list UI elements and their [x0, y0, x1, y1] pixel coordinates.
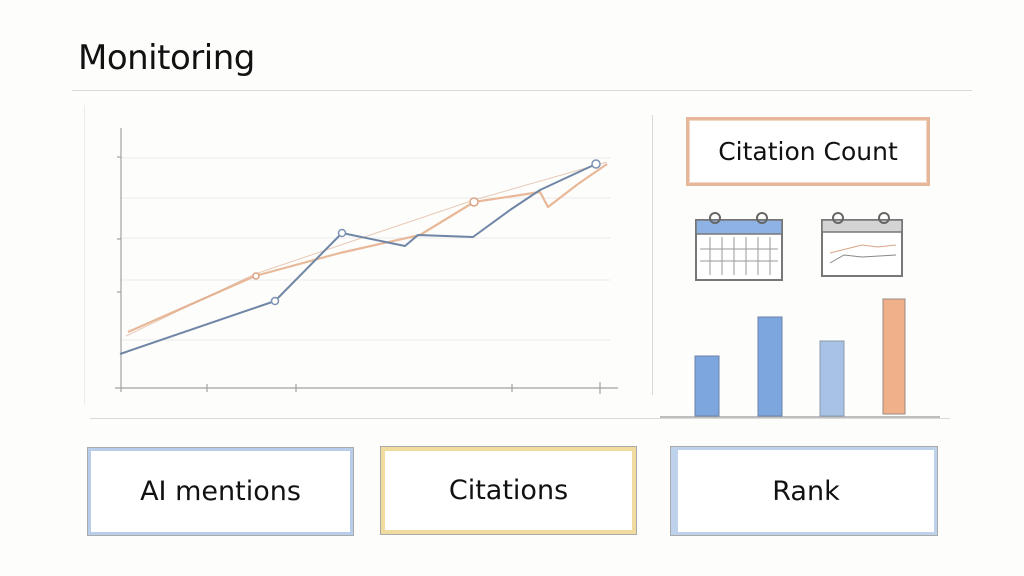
section-divider — [90, 418, 950, 419]
calendar-grid-icon — [695, 212, 783, 281]
citation-count-label-box: Citation Count — [686, 117, 930, 186]
ai-mentions-card[interactable]: AI mentions — [87, 447, 354, 536]
bar-4 — [882, 298, 906, 415]
bar-1 — [694, 355, 720, 417]
bar-chart — [660, 298, 940, 418]
calendar-chart-icon — [821, 212, 903, 277]
citations-label: Citations — [448, 475, 569, 506]
citation-count-label: Citation Count — [718, 137, 898, 166]
left-border — [84, 105, 85, 405]
bar-2 — [757, 316, 783, 417]
blue-series-line — [119, 163, 597, 355]
header-divider — [72, 90, 972, 91]
ai-mentions-label: AI mentions — [140, 476, 301, 507]
citations-card[interactable]: Citations — [380, 446, 637, 535]
rank-card[interactable]: Rank — [670, 446, 938, 536]
orange-series-line — [127, 163, 608, 334]
rank-label: Rank — [772, 475, 840, 507]
panel-divider — [652, 115, 653, 395]
bar-3 — [819, 340, 845, 417]
page-title: Monitoring — [78, 38, 255, 78]
